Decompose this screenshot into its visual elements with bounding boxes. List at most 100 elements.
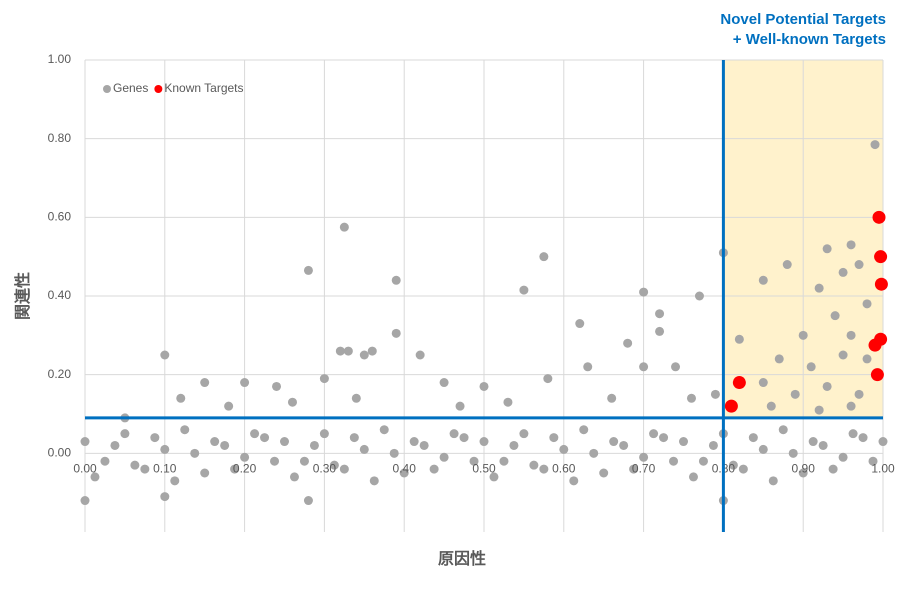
gene-point (738, 464, 748, 474)
gene-point (539, 464, 549, 474)
legend-marker (154, 85, 163, 93)
gene-point (160, 350, 170, 360)
gene-point (110, 440, 120, 450)
gene-point (607, 393, 617, 403)
gene-point (224, 401, 234, 411)
gene-point (868, 456, 878, 466)
gene-point (688, 472, 698, 482)
gene-point (539, 252, 549, 262)
gene-point (429, 464, 439, 474)
gene-point (790, 389, 800, 399)
gene-point (529, 460, 539, 470)
gene-point (80, 437, 90, 447)
gene-point (575, 319, 585, 329)
gene-point (559, 444, 569, 454)
gene-point (170, 476, 180, 486)
known-target-point (732, 376, 746, 390)
gene-point (176, 393, 186, 403)
gene-point (782, 260, 792, 270)
gene-point (846, 401, 856, 411)
gene-point (503, 397, 513, 407)
gene-point (391, 275, 401, 285)
gene-point (798, 330, 808, 340)
annotation: Novel Potential Targets (720, 11, 886, 28)
gene-point (303, 265, 313, 275)
gene-point (698, 456, 708, 466)
gene-point (748, 433, 758, 443)
gene-point (686, 393, 696, 403)
gene-point (335, 346, 345, 356)
gene-point (339, 222, 349, 232)
y-axis-label: 関連性 (13, 272, 32, 320)
x-tick-label: 0.70 (632, 462, 656, 476)
gene-point (250, 429, 260, 439)
gene-point (854, 260, 864, 270)
gene-point (838, 267, 848, 277)
gene-point (858, 433, 868, 443)
gene-point (599, 468, 609, 478)
gene-point (862, 354, 872, 364)
gene-point (623, 338, 633, 348)
y-tick-label: 0.40 (48, 288, 72, 302)
x-tick-label: 1.00 (871, 462, 895, 476)
gene-point (679, 437, 688, 447)
gene-point (499, 456, 509, 466)
gene-point (838, 350, 848, 360)
gene-point (280, 437, 289, 447)
gene-point (846, 240, 856, 250)
gene-point (391, 328, 401, 338)
known-target-point (872, 210, 886, 224)
legend-marker (103, 85, 111, 93)
gene-point (734, 334, 744, 344)
gene-point (778, 425, 788, 435)
gene-point (854, 389, 864, 399)
annotation: + Well-known Targets (733, 31, 886, 48)
gene-point (415, 350, 425, 360)
known-target-point (874, 250, 888, 264)
gene-point (788, 448, 798, 458)
gene-point (389, 448, 399, 458)
gene-point (814, 405, 824, 415)
gene-point (180, 425, 190, 435)
gene-point (543, 374, 553, 384)
gene-point (870, 140, 880, 150)
y-tick-label: 0.00 (48, 446, 72, 460)
known-target-point (868, 338, 882, 352)
x-tick-label: 0.00 (73, 462, 97, 476)
gene-point (270, 456, 280, 466)
gene-point (806, 362, 816, 372)
gene-point (130, 460, 140, 470)
gene-point (862, 299, 872, 309)
gene-point (758, 275, 768, 285)
gene-point (848, 429, 858, 439)
gene-point (758, 444, 768, 454)
y-tick-label: 0.20 (48, 367, 72, 381)
gene-point (289, 472, 299, 482)
gene-point (579, 425, 589, 435)
gene-point (569, 476, 579, 486)
known-target-point (874, 277, 888, 291)
gene-point (379, 425, 389, 435)
known-target-point (724, 399, 738, 413)
gene-point (766, 401, 776, 411)
y-tick-label: 0.80 (48, 131, 72, 145)
gene-point (710, 389, 720, 399)
gene-point (549, 433, 559, 443)
x-tick-label: 0.10 (153, 462, 177, 476)
gene-point (359, 444, 369, 454)
gene-point (455, 401, 465, 411)
gene-point (303, 496, 313, 506)
gene-point (160, 492, 170, 502)
gene-point (479, 381, 489, 391)
gene-point (351, 393, 361, 403)
gene-point (469, 456, 479, 466)
gene-point (489, 472, 499, 482)
x-tick-label: 0.20 (233, 462, 257, 476)
gene-point (479, 437, 489, 447)
gene-point (160, 444, 170, 454)
gene-point (519, 285, 529, 295)
gene-point (299, 456, 309, 466)
gene-point (814, 283, 824, 293)
gene-point (349, 433, 359, 443)
gene-point (319, 374, 329, 384)
